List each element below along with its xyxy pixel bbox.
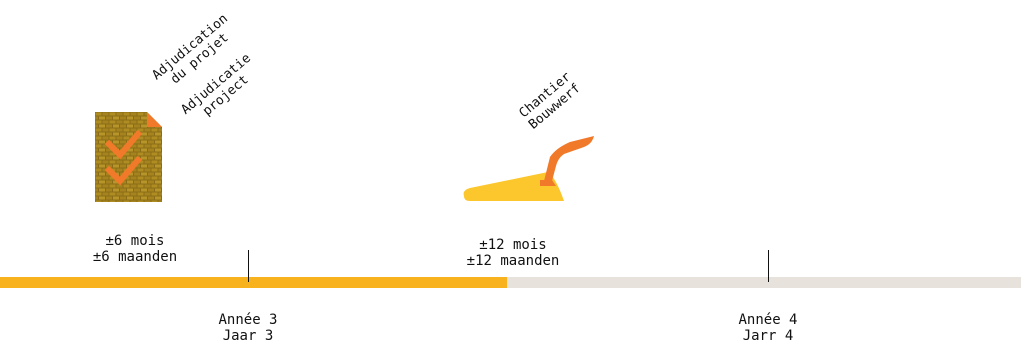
year-label-nl: Jarr 4 [742, 328, 794, 344]
year-tick [768, 250, 769, 282]
timeline-progress-fill [0, 277, 508, 288]
timeline-track [0, 277, 1021, 288]
year-label-nl: Jaar 3 [222, 328, 274, 344]
duration-label-nl: ±6 maanden [92, 249, 178, 265]
year-label: Année 3 Jaar 3 [198, 312, 298, 344]
year-label-fr: Année 3 [218, 312, 278, 328]
year-label-fr: Année 4 [738, 312, 798, 328]
duration-label: ±6 mois ±6 maanden [75, 233, 195, 265]
duration-label: ±12 mois ±12 maanden [443, 237, 583, 269]
duration-label-fr: ±6 mois [105, 233, 165, 249]
duration-label-nl: ±12 maanden [466, 253, 560, 269]
year-label: Année 4 Jarr 4 [718, 312, 818, 344]
trowel-icon [463, 136, 594, 201]
document-check-icon [95, 112, 162, 202]
duration-label-fr: ±12 mois [479, 237, 547, 253]
year-tick [248, 250, 249, 282]
milestone-label-site: Chantier Bouwwerf [502, 57, 598, 144]
